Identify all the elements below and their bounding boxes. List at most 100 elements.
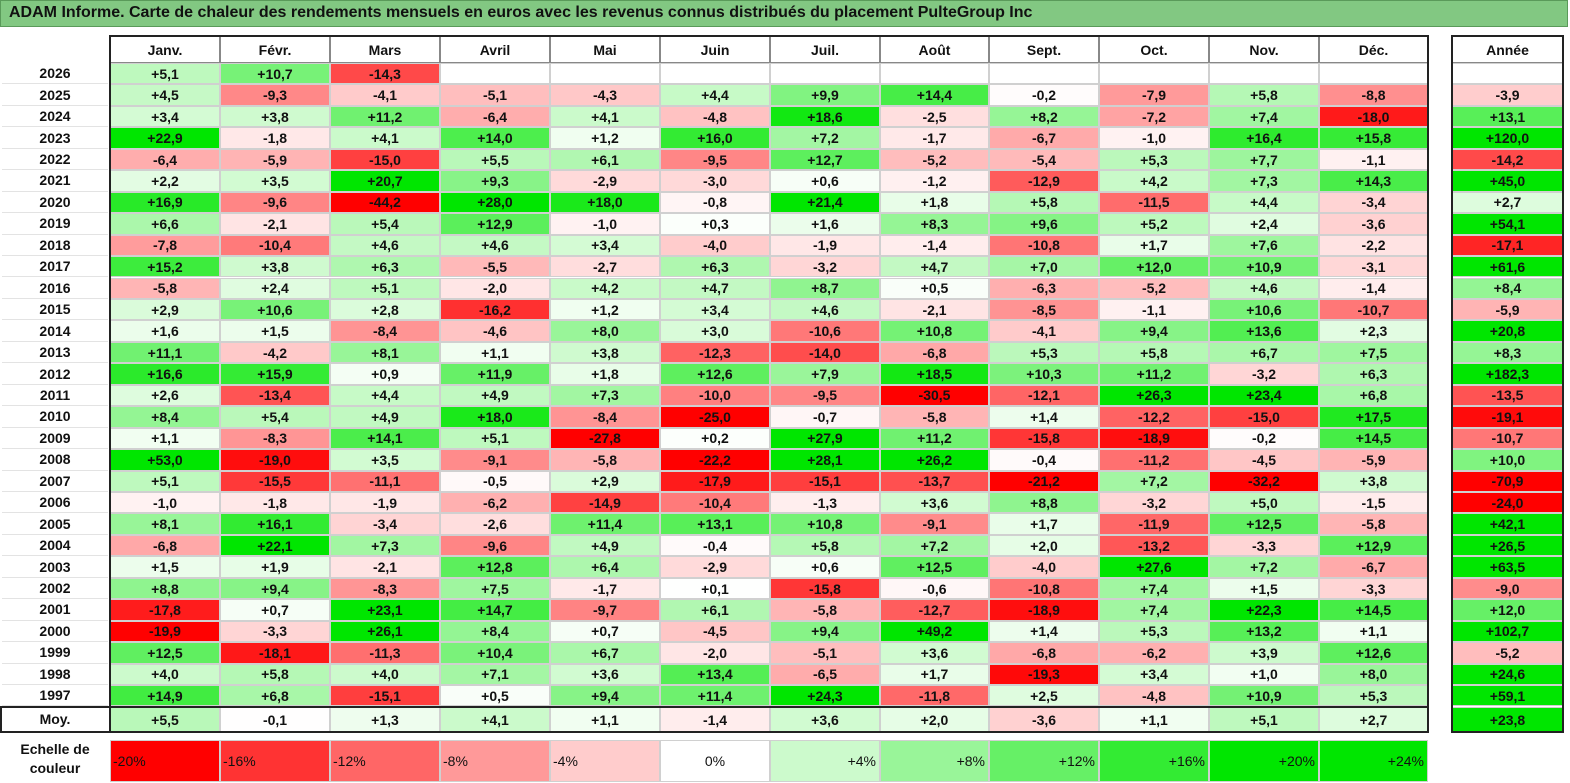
annual-cell: -17,1 — [1452, 234, 1563, 257]
heatmap-cell: -8,3 — [220, 427, 330, 450]
heatmap-cell: +8,7 — [770, 277, 880, 299]
heatmap-cell: +5,1 — [110, 63, 220, 85]
year-label: 2012 — [2, 363, 108, 385]
heatmap-cell: -4,0 — [989, 556, 1099, 578]
heatmap-cell: +11,4 — [550, 513, 660, 535]
heatmap-cell: +5,2 — [1099, 213, 1209, 235]
heatmap-cell: -6,7 — [1319, 556, 1428, 578]
heatmap-cell: +2,6 — [110, 384, 220, 407]
heatmap-cell: +8,1 — [110, 513, 220, 535]
year-label: 2008 — [2, 449, 108, 471]
heatmap-cell: -4,5 — [660, 620, 770, 643]
heatmap-cell: -4,0 — [660, 234, 770, 257]
heatmap-cell: +27,9 — [770, 427, 880, 450]
annual-cell: +20,8 — [1452, 320, 1563, 342]
heatmap-cell: -2,0 — [440, 277, 550, 299]
year-label: 2023 — [2, 127, 108, 149]
heatmap-cell: +4,6 — [440, 234, 550, 257]
month-header: Mars — [330, 36, 440, 63]
annual-cell: +24,6 — [1452, 663, 1563, 686]
annual-cell: -14,2 — [1452, 148, 1563, 171]
heatmap-cell: +4,4 — [330, 384, 440, 407]
heatmap-cell: -8,3 — [330, 577, 440, 600]
year-label: 2025 — [2, 84, 108, 106]
heatmap-cell — [1319, 63, 1428, 85]
heatmap-cell: +7,4 — [1099, 599, 1209, 621]
annual-cell: -9,0 — [1452, 577, 1563, 600]
heatmap-cell: +3,4 — [660, 298, 770, 321]
heatmap-cell: -0,7 — [770, 406, 880, 428]
heatmap-cell: +1,1 — [1319, 620, 1428, 643]
heatmap-cell: +10,3 — [989, 363, 1099, 385]
heatmap-cell: +4,7 — [660, 277, 770, 299]
heatmap-cell: +26,1 — [330, 620, 440, 643]
heatmap-cell: -16,2 — [440, 298, 550, 321]
heatmap-cell: +5,0 — [1209, 492, 1319, 514]
heatmap-cell: +4,4 — [1209, 191, 1319, 214]
color-scale-label: Echelle de couleur — [2, 740, 108, 782]
heatmap-cell: -4,1 — [989, 320, 1099, 342]
annual-cell: +13,1 — [1452, 105, 1563, 128]
year-label: 2007 — [2, 471, 108, 492]
heatmap-cell: +3,4 — [110, 105, 220, 128]
heatmap-cell: -11,3 — [330, 642, 440, 664]
heatmap-cell: -11,5 — [1099, 191, 1209, 214]
heatmap-cell: +4,9 — [330, 406, 440, 428]
heatmap-cell: +9,6 — [989, 213, 1099, 235]
heatmap-cell: +5,3 — [989, 341, 1099, 364]
year-label: 2016 — [2, 278, 108, 299]
heatmap-cell: +7,3 — [330, 534, 440, 557]
heatmap-cell: -44,2 — [330, 191, 440, 214]
heatmap-cell: +3,8 — [1319, 470, 1428, 492]
heatmap-cell: +5,8 — [1209, 84, 1319, 106]
year-label: 2018 — [2, 235, 108, 257]
heatmap-cell: -10,0 — [660, 384, 770, 407]
heatmap-cell: +11,1 — [110, 341, 220, 364]
year-label: 2013 — [2, 342, 108, 364]
heatmap-cell: +6,1 — [660, 599, 770, 621]
annual-cell: +12,0 — [1452, 599, 1563, 621]
heatmap-cell: -1,2 — [880, 170, 989, 192]
average-cell: +1,1 — [1099, 707, 1209, 732]
heatmap-cell: +7,6 — [1209, 234, 1319, 257]
heatmap-cell: +4,6 — [1209, 277, 1319, 299]
heatmap-cell: -18,9 — [1099, 427, 1209, 450]
heatmap-cell: -4,5 — [1209, 449, 1319, 471]
heatmap-cell: +6,1 — [550, 148, 660, 171]
heatmap-cell: -14,0 — [770, 341, 880, 364]
average-cell: +4,1 — [440, 707, 550, 732]
month-header: Mai — [550, 36, 660, 63]
heatmap-cell: -32,2 — [1209, 470, 1319, 492]
average-cell: -0,1 — [220, 707, 330, 732]
year-label: 2003 — [2, 556, 108, 578]
heatmap-cell: -2,6 — [440, 513, 550, 535]
heatmap-cell: -1,9 — [770, 234, 880, 257]
annual-cell: +61,6 — [1452, 256, 1563, 278]
heatmap-cell: -7,2 — [1099, 105, 1209, 128]
heatmap-cell: +5,8 — [770, 534, 880, 557]
heatmap-cell: -6,4 — [440, 105, 550, 128]
heatmap-cell: -2,1 — [220, 213, 330, 235]
heatmap-cell: +8,8 — [110, 577, 220, 600]
heatmap-cell: -10,7 — [1319, 298, 1428, 321]
heatmap-cell: +1,6 — [110, 320, 220, 342]
heatmap-cell: -3,0 — [660, 170, 770, 192]
heatmap-cell: +7,2 — [1099, 470, 1209, 492]
color-scale-step: +12% — [989, 740, 1099, 782]
heatmap-cell: -4,8 — [660, 105, 770, 128]
year-label: 2024 — [2, 106, 108, 128]
heatmap-cell: -6,8 — [880, 341, 989, 364]
month-header: Août — [880, 36, 989, 63]
heatmap-cell: +18,0 — [550, 191, 660, 214]
heatmap-cell: -1,3 — [770, 492, 880, 514]
heatmap-cell: -0,4 — [989, 449, 1099, 471]
heatmap-cell: -1,0 — [550, 213, 660, 235]
heatmap-cell: -22,2 — [660, 449, 770, 471]
heatmap-cell: +4,4 — [660, 84, 770, 106]
heatmap-cell: +6,3 — [660, 256, 770, 278]
heatmap-cell: +4,1 — [550, 105, 660, 128]
month-header: Janv. — [110, 36, 220, 63]
heatmap-cell: -10,4 — [220, 234, 330, 257]
heatmap-cell: -5,2 — [1099, 277, 1209, 299]
heatmap-cell: -4,3 — [550, 84, 660, 106]
